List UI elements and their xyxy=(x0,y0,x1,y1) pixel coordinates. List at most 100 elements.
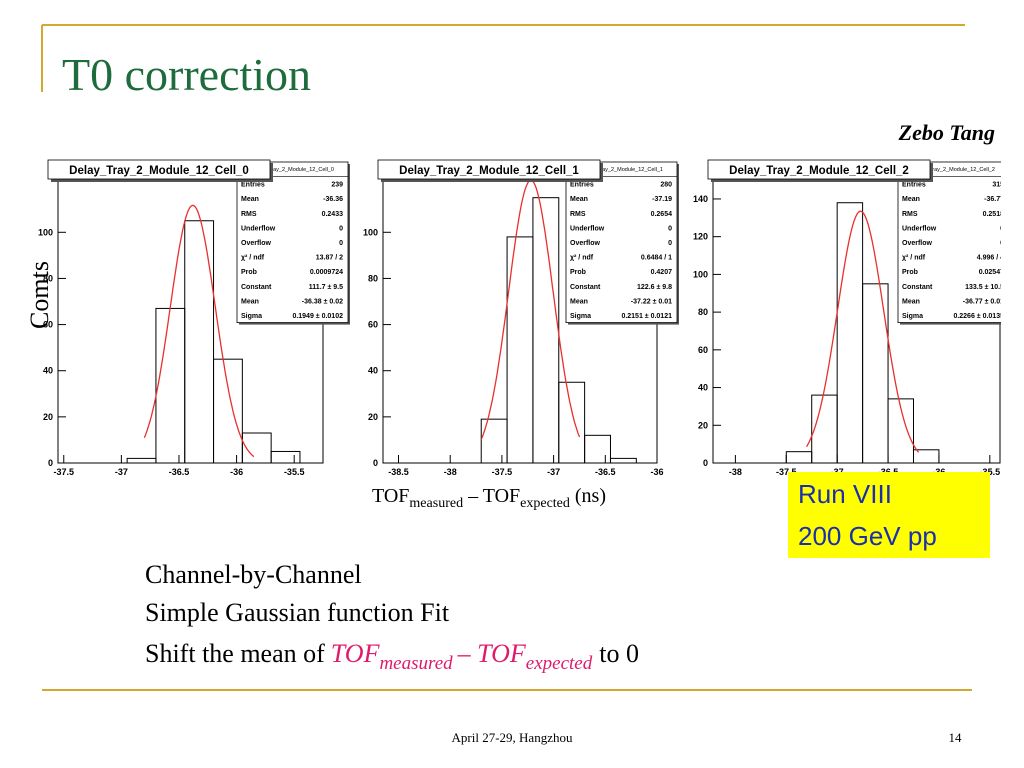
stats-value: 280 xyxy=(660,182,672,189)
stats-value: 0.0009724 xyxy=(310,269,343,276)
stats-value: 0.02547 xyxy=(979,269,1004,276)
x-tick-label: -36.5 xyxy=(169,467,190,477)
histogram-bar xyxy=(584,434,611,464)
bullet: Simple Gaussian function Fit xyxy=(145,598,450,627)
stats-label: Mean xyxy=(570,298,588,305)
y-tick-label: 100 xyxy=(363,227,378,237)
stats-label: Sigma xyxy=(241,313,262,320)
bullet-part: to 0 xyxy=(599,639,639,668)
stats-label: Prob xyxy=(902,269,918,276)
stats-title: Delay_Tray_2_Module_12_Cell_1 xyxy=(580,167,663,173)
histogram-bar xyxy=(912,449,940,464)
stats-label: Mean xyxy=(902,298,920,305)
stats-value: 122.6 ± 9.8 xyxy=(637,284,672,291)
x-label-sub: measured xyxy=(409,496,463,511)
stats-value: 0.4207 xyxy=(651,269,673,276)
stats-box xyxy=(565,161,678,324)
run-box-line: Run VIII xyxy=(798,479,892,509)
fit-curve xyxy=(143,204,255,458)
x-tick-label: -36 xyxy=(230,467,243,477)
histogram-title: Delay_Tray_2_Module_12_Cell_1 xyxy=(399,165,579,177)
author: Zebo Tang xyxy=(898,120,995,145)
charts: 0 20 40 60 80 100 -37.5 -37 -36.5 -36 -35.5 Delay_T… xyxy=(38,159,1005,477)
x-tick-label: -37.5 xyxy=(492,467,513,477)
stats-label: Prob xyxy=(570,269,586,276)
stats-label: RMS xyxy=(570,211,586,218)
y-tick-label: 100 xyxy=(38,227,53,237)
page-number: 14 xyxy=(949,730,963,745)
run-box xyxy=(788,472,990,558)
histogram-panel: 020406080100120140-38-37.5-37-36.5-36-35… xyxy=(693,159,1005,477)
run-box-line: 200 GeV pp xyxy=(798,521,937,551)
histogram-bar xyxy=(558,381,586,464)
stats-label: Entries xyxy=(570,182,594,189)
stats-value: 0 xyxy=(1000,240,1004,247)
x-tick-label: -35.5 xyxy=(284,467,305,477)
stats-title: Delay_Tray_2_Module_12_Cell_2 xyxy=(912,167,995,173)
stats-label: Underflow xyxy=(570,225,605,232)
histogram-bar xyxy=(270,450,301,464)
y-tick-label: 20 xyxy=(698,420,708,430)
stats-value: 0.2433 xyxy=(322,211,344,218)
stats-value: 0 xyxy=(1000,225,1004,232)
x-label-part: – TOF xyxy=(467,485,520,507)
stats-box xyxy=(897,161,1001,324)
stats-label: Mean xyxy=(902,196,920,203)
stats-value: 0 xyxy=(339,240,343,247)
stats-label: Sigma xyxy=(902,313,923,320)
stats-value: 4.996 / 4 xyxy=(977,255,1004,262)
fit-curve xyxy=(806,210,920,453)
bullet: Channel-by-Channel xyxy=(145,560,362,589)
stats-value: -37.22 ± 0.01 xyxy=(631,298,672,305)
x-label-sub: expected xyxy=(520,496,570,511)
formula-part: – TOF xyxy=(457,639,527,668)
stats-value: -36.38 ± 0.02 xyxy=(302,298,343,305)
x-tick-label: -37 xyxy=(115,467,128,477)
y-tick-label: 20 xyxy=(43,412,53,422)
y-tick-label: 60 xyxy=(43,320,53,330)
x-tick-label: -37 xyxy=(547,467,560,477)
title-box xyxy=(47,159,271,180)
y-tick-label: 100 xyxy=(693,269,708,279)
stats-label: Overflow xyxy=(902,240,933,247)
stats-label: Entries xyxy=(241,182,265,189)
histogram-bar xyxy=(862,283,889,464)
x-tick-label: -38 xyxy=(729,467,742,477)
y-tick-label: 20 xyxy=(368,412,378,422)
stats-box xyxy=(236,161,349,324)
stats-title: Delay_Tray_2_Module_12_Cell_0 xyxy=(251,167,334,173)
x-label-part: TOF xyxy=(372,485,409,507)
formula-sub: expected xyxy=(526,653,593,674)
stats-label: Overflow xyxy=(241,240,272,247)
formula-sub: measured xyxy=(379,653,453,674)
y-tick-label: 0 xyxy=(703,458,708,468)
stats-value: 0.2151 ± 0.0121 xyxy=(621,313,672,320)
histogram-bar xyxy=(609,457,637,464)
stats-value: 0.2518 xyxy=(983,211,1005,218)
stats-value: -36.36 xyxy=(323,196,343,203)
stats-value: 315 xyxy=(992,182,1004,189)
stats-value: 111.7 ± 9.5 xyxy=(309,284,343,291)
x-axis-label: TOFmeasured – TOFexpected (ns) xyxy=(372,485,606,511)
stats-value: 0.6484 / 1 xyxy=(641,255,672,262)
stats-value: 0.2266 ± 0.0135 xyxy=(953,313,1004,320)
stats-value: -36.77 xyxy=(984,196,1004,203)
stats-value: 0 xyxy=(339,225,343,232)
stats-label: Mean xyxy=(570,196,588,203)
y-tick-label: 80 xyxy=(368,273,378,283)
stats-label: Prob xyxy=(241,269,257,276)
y-tick-label: 40 xyxy=(43,366,53,376)
stats-value: 0.1949 ± 0.0102 xyxy=(292,313,343,320)
x-tick-label: -37.5 xyxy=(54,467,75,477)
stats-label: Constant xyxy=(241,284,272,291)
stats-label: Constant xyxy=(570,284,601,291)
stats-label: Underflow xyxy=(902,225,937,232)
stats-label: Constant xyxy=(902,284,933,291)
stats-label: Underflow xyxy=(241,225,276,232)
stats-label: Overflow xyxy=(570,240,601,247)
x-tick-label: -38 xyxy=(444,467,457,477)
stats-label: Sigma xyxy=(570,313,591,320)
y-tick-label: 40 xyxy=(698,383,708,393)
stats-label: RMS xyxy=(902,211,918,218)
